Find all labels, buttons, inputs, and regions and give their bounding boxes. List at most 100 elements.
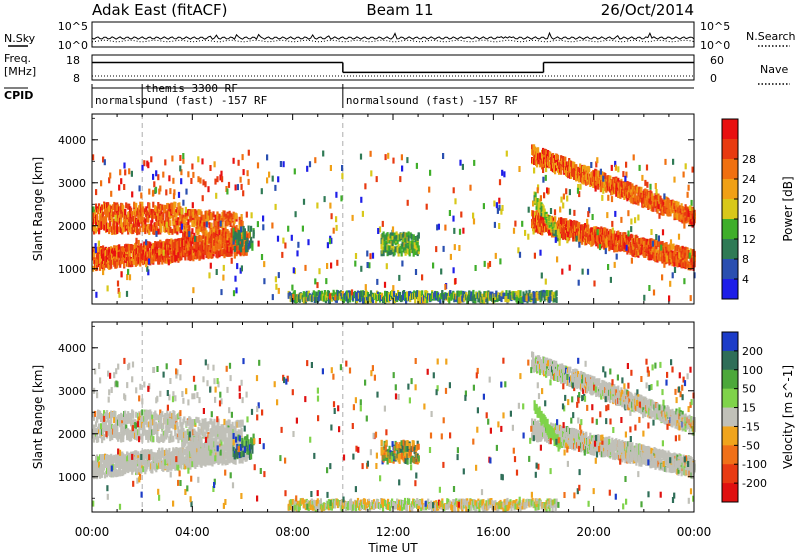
- echo-cell: [219, 174, 222, 181]
- echo-cell: [166, 203, 169, 209]
- echo-cell: [579, 183, 582, 190]
- echo-cell: [238, 229, 241, 236]
- echo-cell: [615, 190, 618, 197]
- echo-cell: [96, 215, 99, 222]
- echo-cell: [544, 290, 547, 297]
- nsky-label: N.Sky: [4, 32, 36, 45]
- echo-cell: [499, 258, 502, 265]
- echo-cell: [661, 274, 664, 281]
- echo-cell: [348, 296, 352, 303]
- echo-cell: [599, 168, 602, 175]
- echo-cell: [364, 284, 367, 291]
- echo-cell: [94, 433, 97, 440]
- echo-cell: [390, 244, 393, 250]
- echo-cell: [483, 260, 486, 267]
- echo-cell: [566, 195, 569, 202]
- echo-cell: [179, 165, 182, 172]
- echo-cell: [527, 233, 530, 240]
- echo-cell: [209, 165, 212, 171]
- echo-cell: [412, 234, 415, 241]
- echo-cell: [652, 289, 656, 296]
- freq-frame: [91, 54, 695, 81]
- echo-cell: [660, 241, 663, 248]
- echo-cell: [179, 155, 182, 161]
- echo-cell: [359, 153, 363, 160]
- echo-cell: [236, 263, 239, 270]
- echo-cell: [403, 236, 406, 243]
- echo-cell: [590, 162, 593, 168]
- echo-cell: [342, 296, 345, 303]
- echo-cell: [105, 212, 108, 219]
- echo-cell: [673, 176, 676, 183]
- echo-cell: [178, 238, 181, 245]
- echo-cell: [611, 238, 614, 245]
- echo-cell: [417, 232, 420, 239]
- echo-cell: [180, 227, 183, 233]
- echo-cell: [238, 216, 241, 223]
- echo-cell: [159, 185, 162, 192]
- echo-cell: [107, 259, 110, 266]
- echo-cell: [627, 210, 630, 217]
- echo-cell: [191, 228, 194, 235]
- echo-cell: [328, 238, 332, 245]
- echo-cell: [414, 297, 417, 304]
- echo-cell: [401, 260, 404, 267]
- echo-cell: [391, 226, 395, 233]
- echo-cell: [184, 206, 187, 213]
- echo-cell: [186, 247, 189, 254]
- echo-cell: [242, 169, 245, 176]
- echo-cell: [595, 170, 598, 177]
- echo-cell: [205, 221, 208, 228]
- echo-cell: [262, 215, 265, 222]
- echo-cell: [223, 248, 226, 255]
- echo-cell: [346, 297, 349, 304]
- echo-cell: [594, 185, 597, 192]
- echo-cell: [437, 223, 440, 230]
- echo-cell: [304, 264, 307, 271]
- echo-cell: [448, 297, 451, 304]
- echo-cell: [486, 297, 489, 304]
- echo-cell: [115, 205, 118, 212]
- echo-cell: [141, 201, 144, 208]
- echo-cell: [643, 251, 646, 258]
- echo-cell: [532, 210, 535, 217]
- echo-cell: [214, 248, 217, 254]
- echo-cell: [292, 267, 295, 274]
- echo-cell: [368, 262, 371, 269]
- echo-cell: [124, 169, 127, 176]
- echo-cell: [232, 212, 235, 218]
- echo-cell: [242, 233, 245, 240]
- echo-cell: [132, 227, 135, 234]
- echo-cell: [120, 208, 123, 215]
- echo-cell: [291, 284, 294, 291]
- echo-cell: [153, 212, 156, 219]
- echo-cell: [503, 171, 506, 178]
- echo-cell: [458, 290, 461, 297]
- echo-cell: [233, 245, 236, 252]
- echo-cell: [622, 239, 625, 246]
- echo-cell: [555, 290, 558, 297]
- echo-cell: [252, 230, 255, 237]
- echo-cell: [693, 212, 696, 219]
- echo-cell: [611, 227, 614, 234]
- echo-cell: [392, 246, 395, 253]
- echo-cell: [197, 156, 200, 163]
- echo-cell: [387, 152, 390, 159]
- echo-cell: [202, 233, 205, 240]
- echo-cell: [623, 194, 626, 200]
- echo-cell: [459, 159, 462, 166]
- echo-cell: [102, 211, 105, 218]
- echo-cell: [193, 242, 196, 249]
- echo-cell: [335, 216, 338, 223]
- echo-cell: [306, 165, 309, 172]
- echo-cell: [578, 241, 581, 248]
- echo-cell: [518, 166, 521, 172]
- echo-cell: [95, 428, 98, 434]
- echo-cell: [94, 410, 97, 417]
- echo-cell: [322, 150, 325, 157]
- nave-label: Nave: [760, 63, 788, 76]
- echo-cell: [169, 227, 172, 233]
- echo-cell: [182, 153, 185, 159]
- echo-cell: [105, 217, 108, 223]
